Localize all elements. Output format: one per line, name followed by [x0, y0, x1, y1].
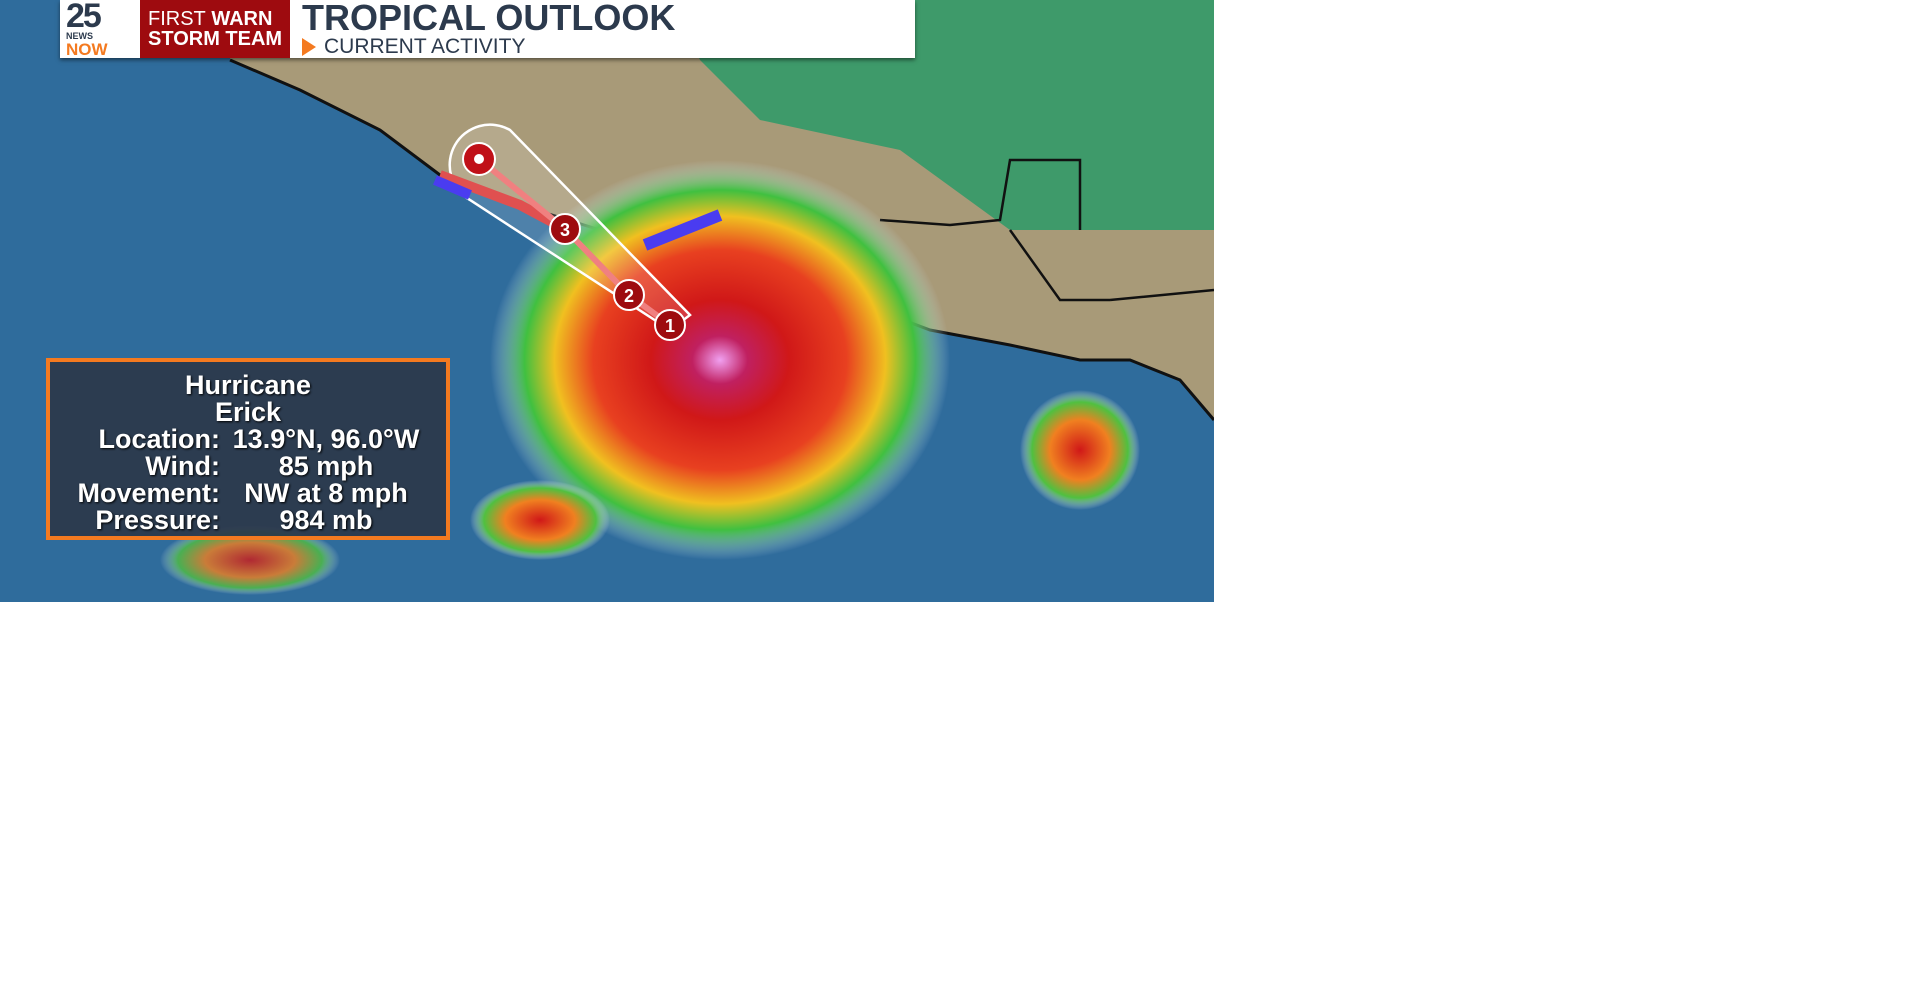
play-arrow-icon [302, 38, 316, 56]
map-graphics: 3 2 1 [0, 0, 1214, 602]
logo-news: NEWS [66, 31, 93, 41]
cloud-cell [470, 480, 610, 560]
info-value: NW at 8 mph [244, 478, 408, 508]
forecast-point-3: 3 [549, 213, 581, 245]
team-first: FIRST [148, 8, 206, 30]
forecast-point-label: 3 [560, 220, 570, 240]
page-subtitle: CURRENT ACTIVITY [324, 35, 526, 58]
forecast-point-1: 1 [654, 309, 686, 341]
logo-number: 25 [66, 0, 102, 35]
cloud-cell [1020, 390, 1140, 510]
logo-now: NOW [66, 40, 108, 58]
track-line [477, 156, 672, 328]
storm-name: Erick [214, 397, 282, 427]
storm-info-panel: Hurricane Erick Location: 13.9°N, 96.0°W … [46, 358, 450, 540]
forecast-point-2: 2 [613, 279, 645, 311]
info-row-wind: Wind: 85 mph [50, 453, 446, 480]
page-title: TROPICAL OUTLOOK [302, 0, 676, 38]
satellite-map: 3 2 1 25 NEWS NOW FIRST WARN STORM TEAM … [0, 0, 1214, 602]
info-value: 984 mb [279, 505, 373, 535]
info-row-movement: Movement: NW at 8 mph [50, 480, 446, 507]
storm-type: Hurricane [184, 370, 312, 400]
info-label: Location: [98, 424, 221, 454]
forecast-point-label: 1 [665, 316, 675, 336]
watch-coast [642, 209, 723, 251]
cloud-cell [160, 525, 340, 595]
info-label: Movement: [77, 478, 220, 508]
info-row-pressure: Pressure: 984 mb [50, 507, 446, 534]
info-value: 13.9°N, 96.0°W [232, 424, 420, 454]
station-logo: 25 NEWS NOW [60, 0, 140, 58]
info-label: Pressure: [95, 505, 220, 535]
warning-coast [438, 170, 568, 234]
info-label: Wind: [145, 451, 220, 481]
info-row-location: Location: 13.9°N, 96.0°W [50, 426, 446, 453]
storm-icon [462, 142, 496, 176]
header-banner: 25 NEWS NOW FIRST WARN STORM TEAM TROPIC… [60, 0, 915, 58]
team-warn: WARN [211, 8, 273, 30]
forecast-point-label: 2 [624, 286, 634, 306]
info-value: 85 mph [278, 451, 374, 481]
hurricane-clouds [490, 160, 950, 560]
team-line2: STORM TEAM [148, 28, 283, 50]
storm-team-badge: FIRST WARN STORM TEAM [140, 0, 290, 58]
watch-coast [433, 175, 472, 200]
borders [879, 158, 1214, 302]
